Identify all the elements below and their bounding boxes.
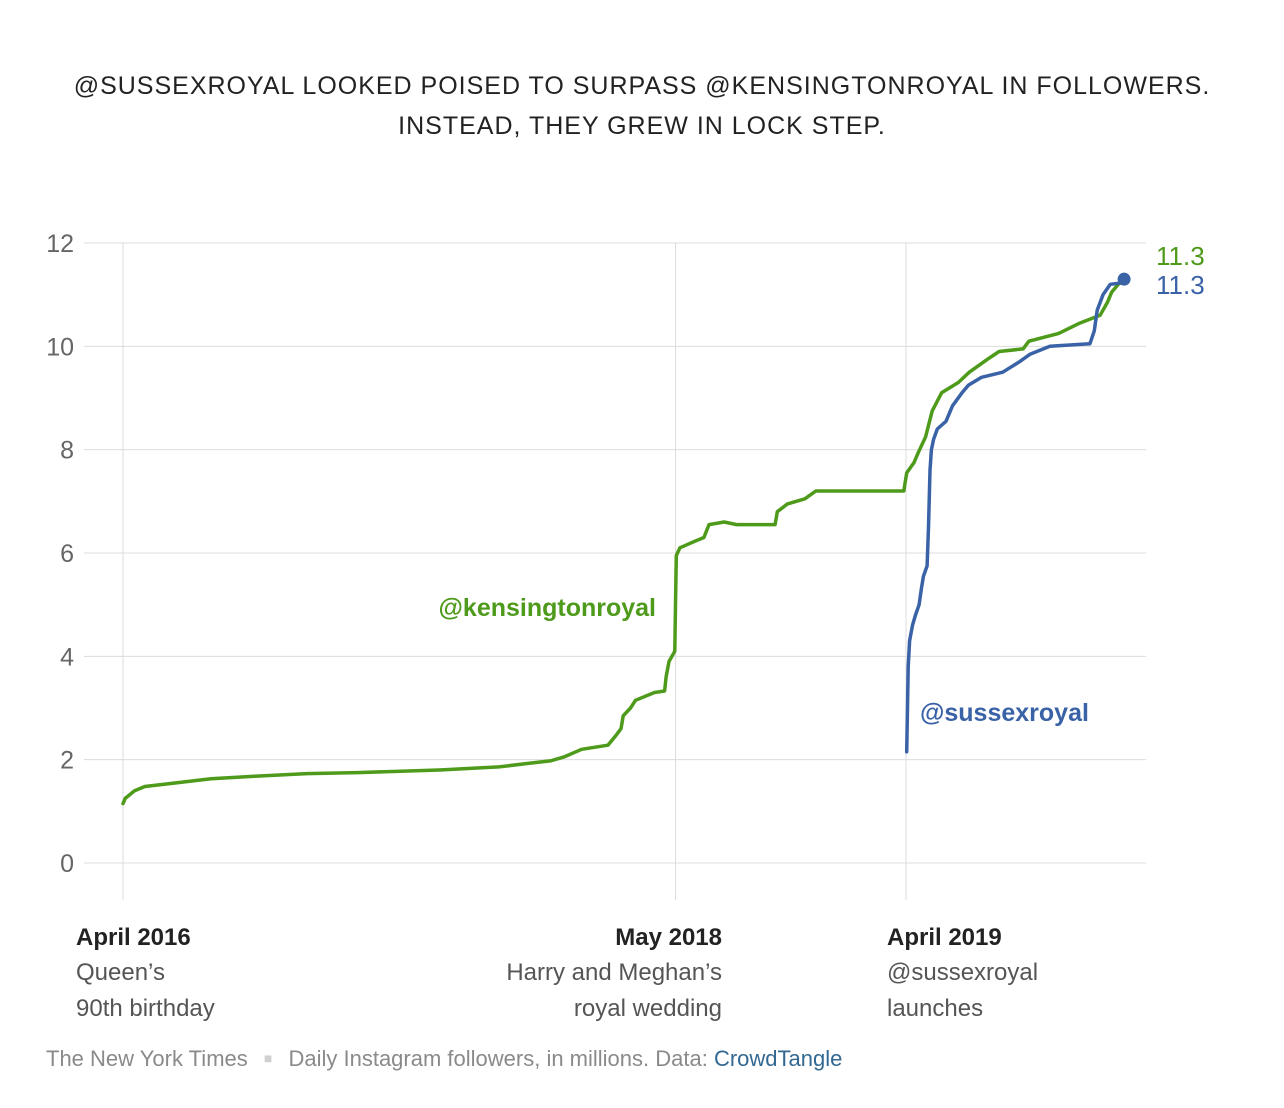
footer: The New York Times ■ Daily Instagram fol… bbox=[46, 1046, 842, 1072]
y-axis-ticks: 0 2 4 6 8 10 12 bbox=[46, 230, 74, 878]
annotation-date-2: April 2019 bbox=[887, 924, 1002, 951]
crowdtangle-link[interactable]: CrowdTangle bbox=[713, 1046, 843, 1071]
annotation-desc2-2: launches bbox=[887, 995, 983, 1022]
y-tick-label-0: 0 bbox=[60, 850, 74, 878]
series-end-dot-sussexroyal bbox=[1117, 272, 1131, 286]
annotation-desc2-0: 90th birthday bbox=[76, 995, 215, 1022]
y-tick-label-10: 10 bbox=[46, 333, 74, 361]
annotation-date-0: April 2016 bbox=[76, 924, 191, 951]
footer-note: Daily Instagram followers, in millions. … bbox=[288, 1046, 714, 1071]
chart-title-line-2: INSTEAD, THEY GREW IN LOCK STEP. bbox=[398, 112, 886, 140]
series-line-sussexroyal bbox=[904, 277, 1126, 754]
end-value-label-kensingtonroyal: 11.3 bbox=[1156, 241, 1205, 271]
end-value-label-sussexroyal: 11.3 bbox=[1156, 270, 1205, 300]
annotation-desc2-1: royal wedding bbox=[574, 995, 722, 1022]
annotation-desc1-0: Queen’s bbox=[76, 959, 165, 986]
series-label-sussexroyal: @sussexroyal bbox=[920, 699, 1089, 727]
annotation-desc1-1: Harry and Meghan’s bbox=[506, 959, 722, 986]
series-lines: @kensingtonroyal @sussexroyal 11.311.3 bbox=[121, 241, 1205, 806]
line-chart: 0 2 4 6 8 10 12 @kensingtonroyal @sussexroyal 11… bbox=[46, 230, 1205, 1022]
footer-source: The New York Times bbox=[46, 1046, 248, 1071]
y-tick-label-6: 6 bbox=[60, 540, 74, 568]
series-label-kensingtonroyal: @kensingtonroyal bbox=[439, 594, 656, 622]
y-tick-label-4: 4 bbox=[60, 643, 74, 671]
footer-separator: ■ bbox=[263, 1050, 273, 1066]
series-line-kensingtonroyal bbox=[121, 278, 1126, 806]
y-tick-label-2: 2 bbox=[60, 747, 74, 775]
x-annotations: April 2016 Queen’s 90th birthday May 2018 Ha… bbox=[76, 924, 1038, 1022]
chart-title: @SUSSEXROYAL LOOKED POISED TO SURPASS @K… bbox=[40, 66, 1244, 146]
y-tick-label-12: 12 bbox=[46, 230, 74, 258]
gridlines bbox=[84, 242, 1146, 900]
chart-title-line-1: @SUSSEXROYAL LOOKED POISED TO SURPASS @K… bbox=[73, 72, 1211, 100]
y-tick-label-8: 8 bbox=[60, 437, 74, 465]
annotation-desc1-2: @sussexroyal bbox=[887, 959, 1038, 986]
annotation-date-1: May 2018 bbox=[615, 924, 722, 951]
